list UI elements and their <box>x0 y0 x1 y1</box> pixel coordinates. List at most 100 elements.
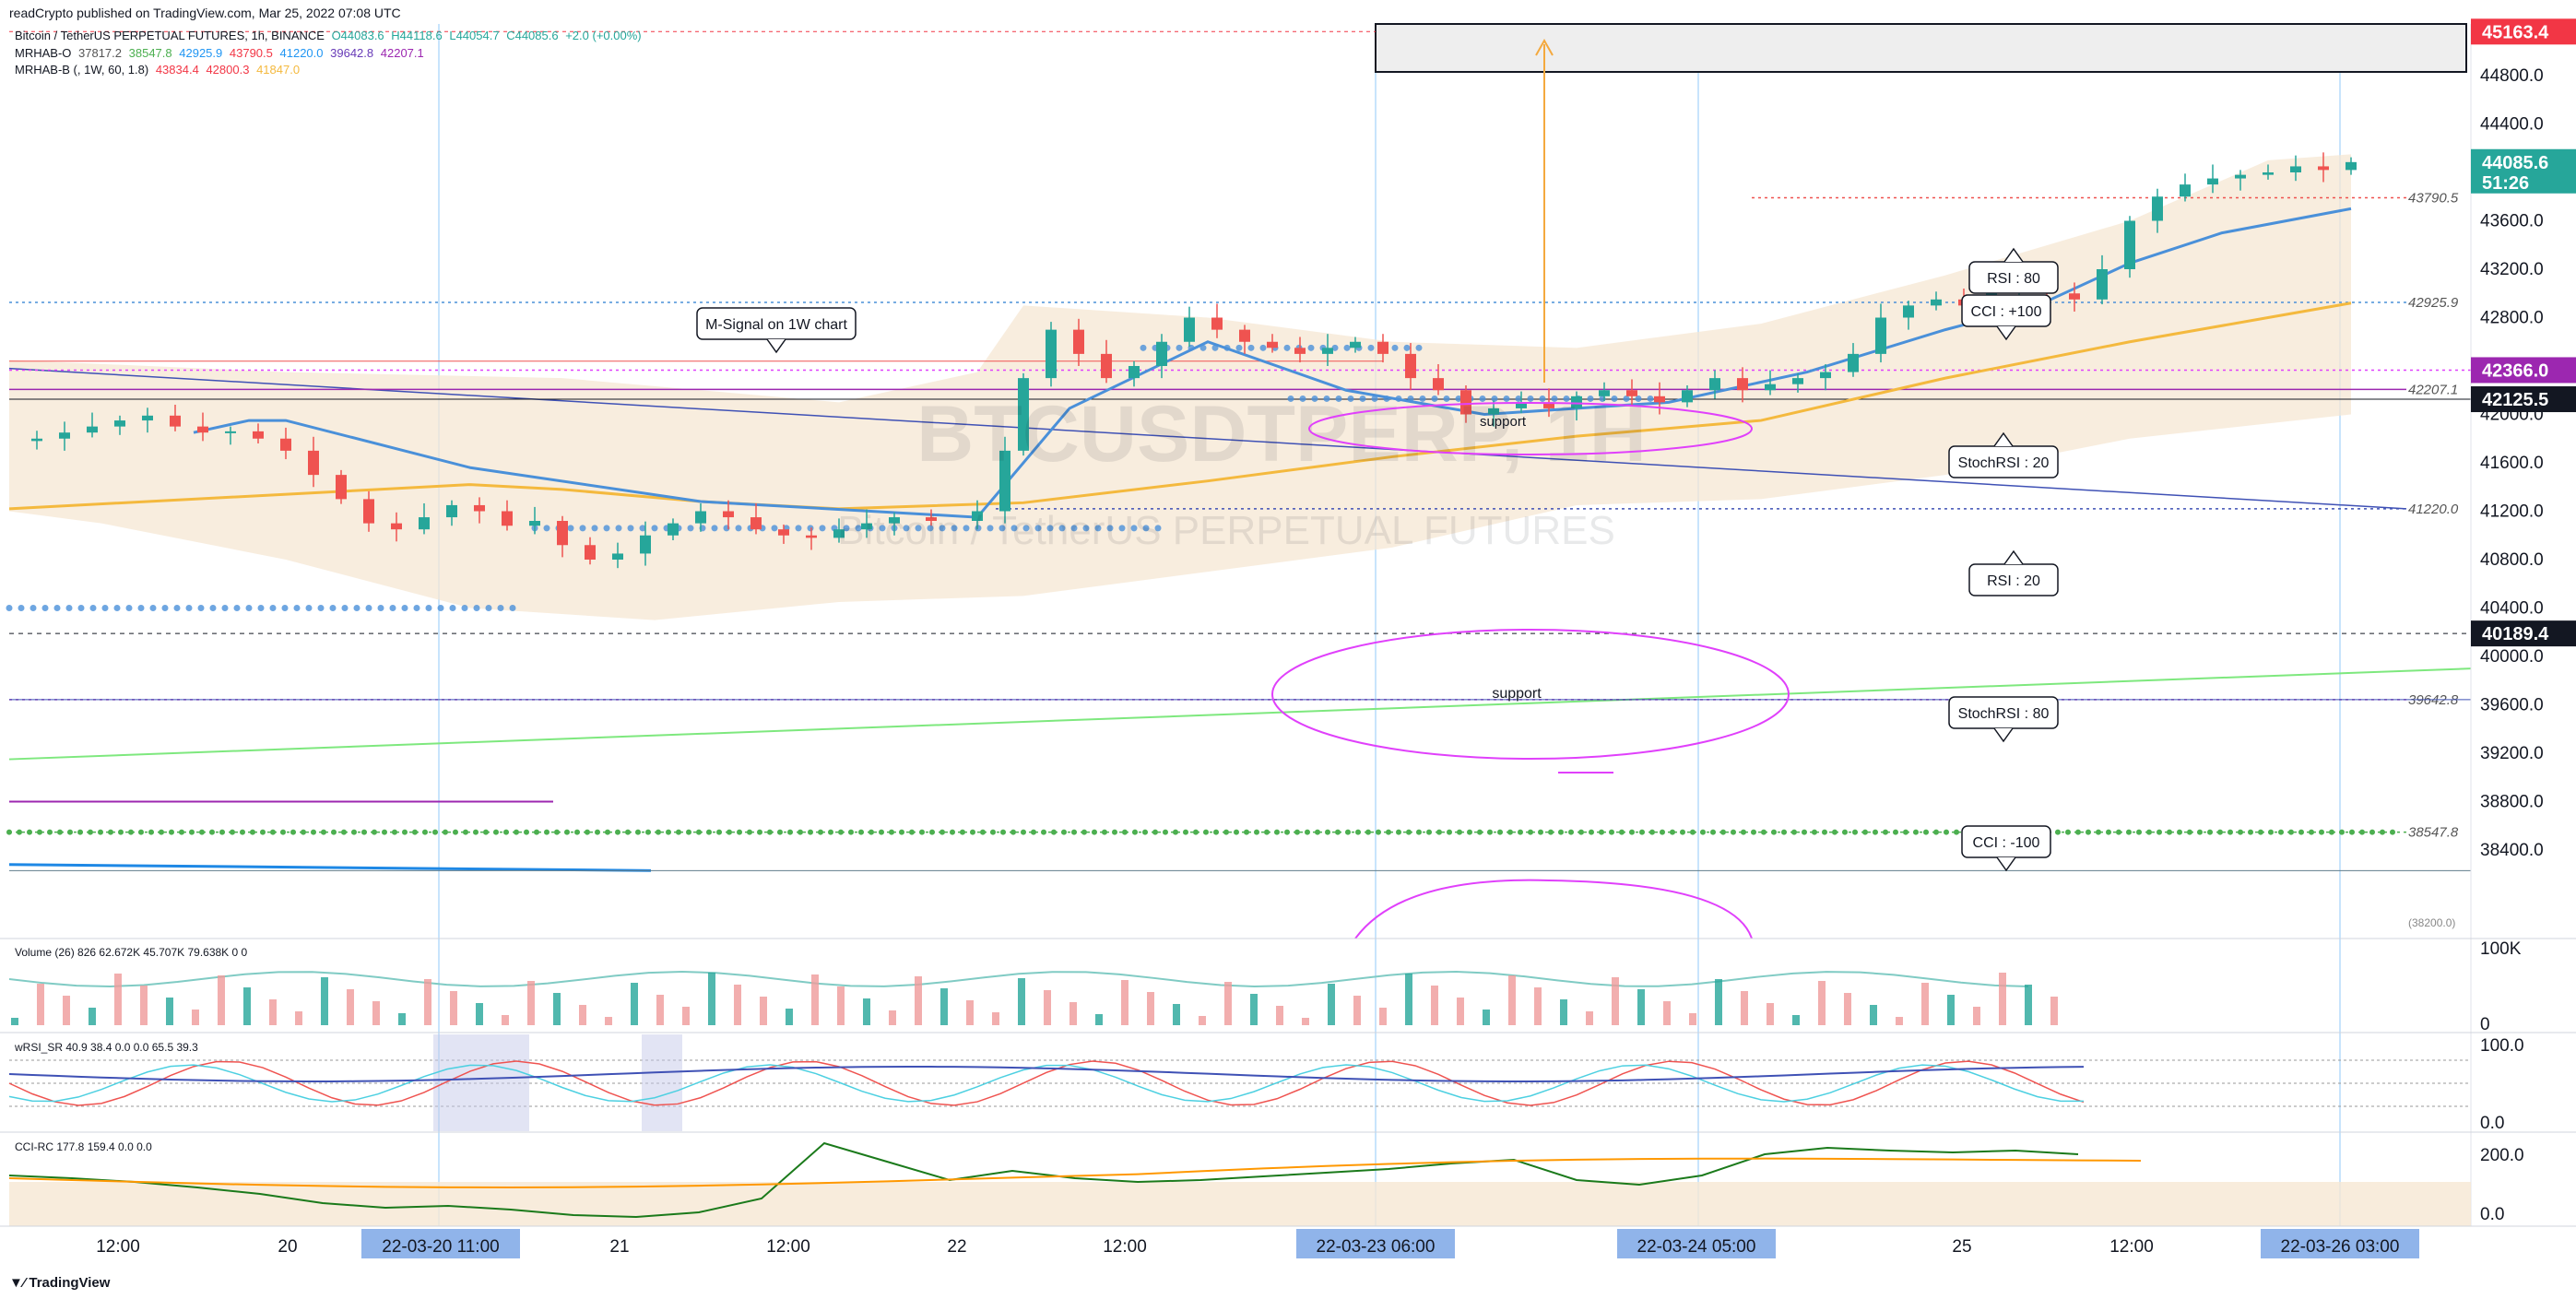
candle-body <box>1516 402 1527 408</box>
candle-body <box>1267 341 1278 348</box>
dot-marker <box>317 605 325 611</box>
dot-marker <box>1259 344 1267 351</box>
dot-marker <box>1883 829 1888 835</box>
dot-marker <box>1287 395 1294 402</box>
cci-axis-bottom: 0.0 <box>2480 1205 2504 1224</box>
dot-marker <box>269 605 277 611</box>
dot-marker <box>89 605 97 611</box>
volume-bar <box>1379 1008 1387 1025</box>
dot-marker <box>1639 829 1645 835</box>
candle-body <box>1073 329 1084 354</box>
dot-marker <box>2197 829 2203 835</box>
dot-marker <box>1264 829 1270 835</box>
dot-marker <box>929 829 935 835</box>
dot-marker <box>1822 829 1827 835</box>
dot-marker <box>2217 829 2223 835</box>
dot-marker <box>1802 829 1807 835</box>
dot-marker <box>245 605 253 611</box>
dot-marker <box>125 605 133 611</box>
callout-pointer <box>1993 431 2014 447</box>
dot-marker <box>807 525 814 532</box>
volume-bar <box>1508 975 1516 1025</box>
dot-marker <box>838 829 844 835</box>
dot-marker <box>1551 395 1558 402</box>
dot-marker <box>534 829 539 835</box>
dot-marker <box>1299 395 1306 402</box>
dot-marker <box>1082 525 1090 532</box>
dot-marker <box>161 605 169 611</box>
dot-marker <box>1479 395 1486 402</box>
volume-bar <box>1947 995 1955 1025</box>
candle-body <box>833 529 845 538</box>
rsi-axis-bottom: 0.0 <box>2480 1114 2504 1133</box>
dot-marker <box>341 605 349 611</box>
candle-body <box>1709 378 1720 391</box>
dot-marker <box>1094 525 1102 532</box>
dot-marker <box>1771 829 1777 835</box>
y-tick-label: 40400.0 <box>2480 599 2544 619</box>
volume-bar <box>966 1000 974 1025</box>
dot-marker <box>1791 829 1797 835</box>
volume-bar <box>243 987 251 1025</box>
candle-body <box>1211 317 1223 330</box>
indicator1-name[interactable]: MRHAB-O <box>15 46 72 60</box>
ind2-v2: 41847.0 <box>256 63 301 77</box>
dot-marker <box>257 605 265 611</box>
dot-marker <box>747 829 752 835</box>
dot-marker <box>903 525 910 532</box>
dot-marker <box>2106 829 2111 835</box>
dot-marker <box>331 829 337 835</box>
dot-marker <box>1311 395 1318 402</box>
candle-body <box>225 431 236 433</box>
dot-marker <box>463 829 468 835</box>
y-tick-label: 43600.0 <box>2480 212 2544 231</box>
dot-marker <box>1130 525 1138 532</box>
symbol-name[interactable]: Bitcoin / TetherUS PERPETUAL FUTURES, 1h… <box>15 29 325 42</box>
orange-ema-line <box>8 301 2352 511</box>
callout-label: CCI : -100 <box>1973 835 2040 851</box>
dot-marker <box>645 829 651 835</box>
dot-marker <box>118 829 124 835</box>
dot-marker <box>1539 395 1546 402</box>
dot-marker <box>1058 525 1066 532</box>
candle-body <box>253 431 264 439</box>
dot-marker <box>716 829 722 835</box>
candle-body <box>999 450 1010 512</box>
rsi20-callout: RSI : 20 <box>1968 549 2059 596</box>
dot-marker <box>879 525 886 532</box>
dot-marker <box>1518 829 1523 835</box>
candle-body <box>419 517 430 530</box>
tradingview-brand[interactable]: ▼⁄ TradingView <box>9 1275 110 1291</box>
callout-label: RSI : 80 <box>1987 271 2040 287</box>
support-ellipse-upper <box>1308 402 1753 455</box>
dot-marker <box>1913 829 1919 835</box>
volume-bar <box>1199 1016 1206 1025</box>
dot-marker <box>1223 829 1229 835</box>
dot-marker <box>1386 829 1391 835</box>
candle-body <box>2152 196 2163 221</box>
x-tick-label: 21 <box>609 1237 629 1257</box>
volume-bar <box>1689 1013 1696 1025</box>
dot-marker <box>37 829 42 835</box>
rsi80-callout: RSI : 80 <box>1968 247 2059 294</box>
candle-body <box>723 511 734 518</box>
dot-marker <box>1690 829 1696 835</box>
volume-bar <box>1715 979 1722 1025</box>
dot-marker <box>1213 829 1219 835</box>
dot-marker <box>625 829 631 835</box>
volume-bar <box>166 998 173 1025</box>
dot-marker <box>1599 829 1604 835</box>
dot-marker <box>1355 829 1361 835</box>
rsi-axis-top: 100.0 <box>2480 1036 2524 1056</box>
dot-marker <box>615 525 622 532</box>
volume-bar <box>269 999 277 1025</box>
dot-marker <box>6 605 13 611</box>
dot-marker <box>848 829 854 835</box>
dot-marker <box>293 605 301 611</box>
cci-band <box>9 1182 2471 1226</box>
dot-marker <box>939 525 946 532</box>
dot-marker <box>595 829 600 835</box>
dot-marker <box>1022 525 1030 532</box>
volume-bar <box>1612 977 1619 1025</box>
indicator2-name[interactable]: MRHAB-B (, 1W, 60, 1.8) <box>15 63 149 77</box>
